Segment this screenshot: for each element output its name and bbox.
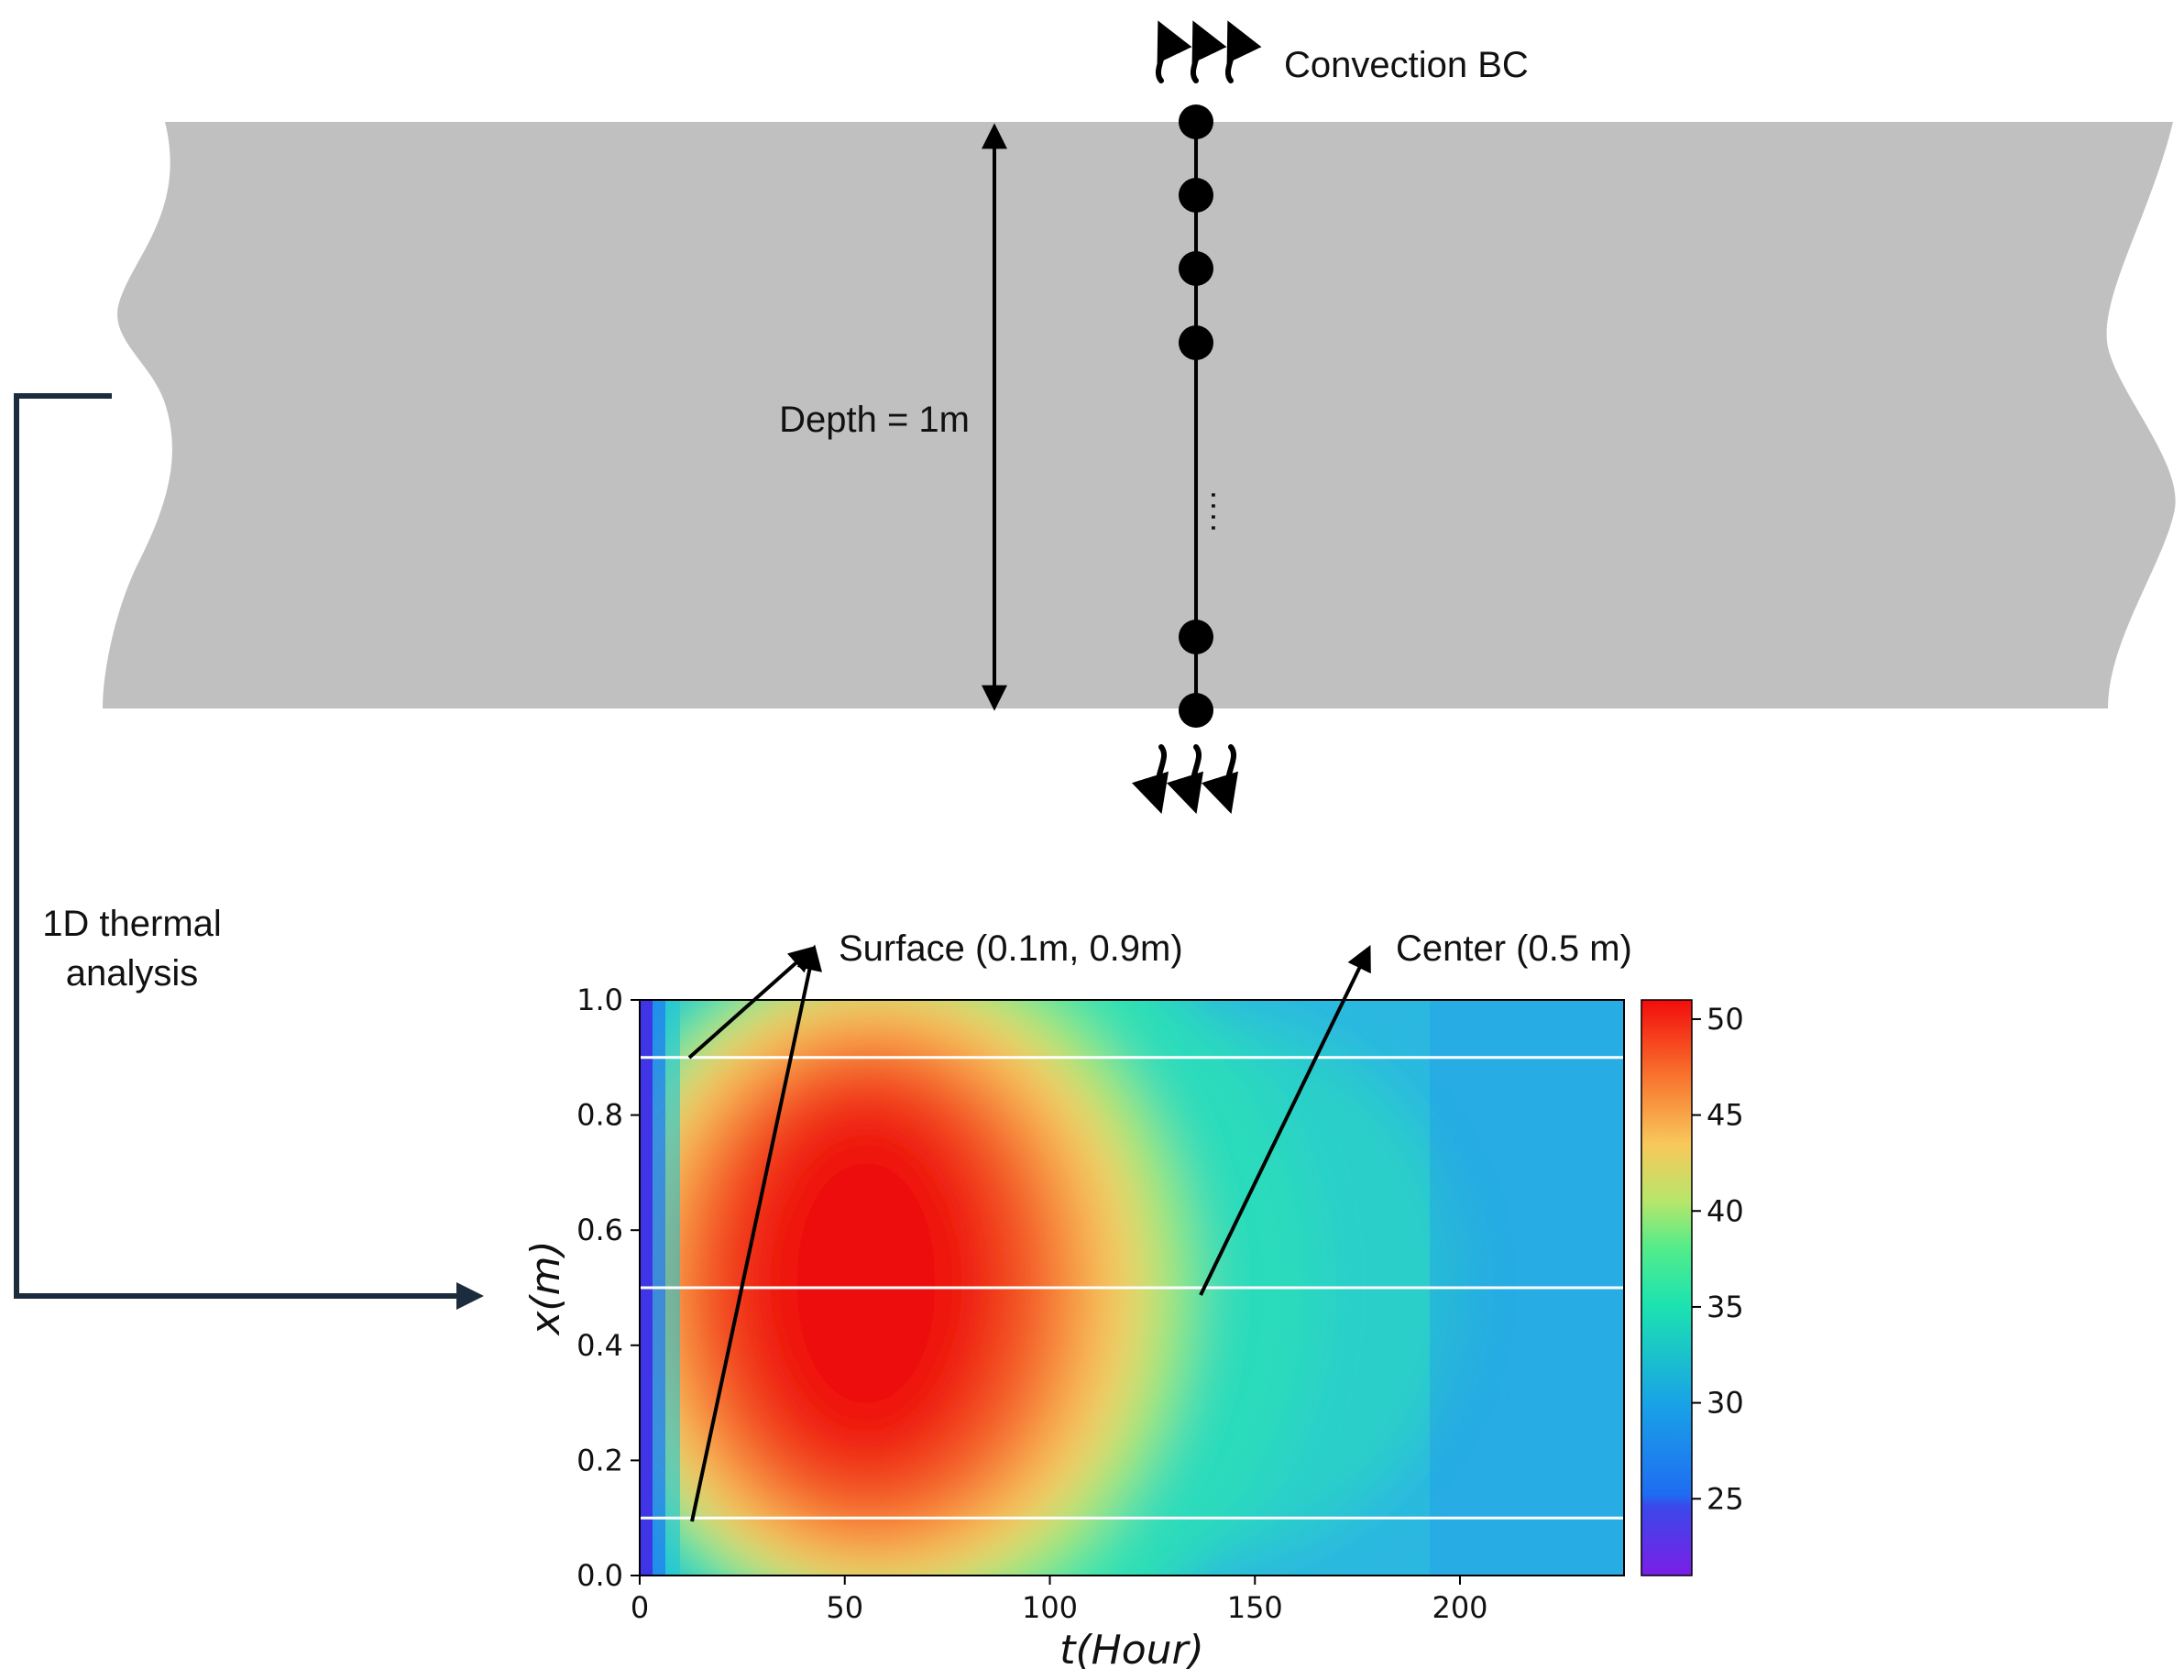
- y-tick-label: 0.0: [576, 1558, 623, 1593]
- nodes: [1179, 104, 1213, 728]
- colorbar-tick-label: 35: [1707, 1290, 1744, 1324]
- depth-label: Depth = 1m: [779, 400, 970, 440]
- colorbar-tick-label: 40: [1707, 1193, 1744, 1228]
- slab: [103, 122, 2176, 708]
- colorbar-tick-label: 45: [1707, 1098, 1744, 1133]
- heat-flux-down-icon: [1131, 744, 1239, 815]
- colorbar-tick-label: 25: [1707, 1481, 1744, 1516]
- x-tick-label: 150: [1227, 1590, 1283, 1625]
- node: [1179, 251, 1213, 286]
- node-ellipsis: ....: [1204, 490, 1242, 534]
- node: [1179, 693, 1213, 728]
- colorbar: [1641, 999, 1693, 1576]
- reference-lines: [640, 1056, 1624, 1520]
- node: [1179, 178, 1213, 213]
- x-tick-label: 0: [631, 1590, 649, 1625]
- y-tick-label: 0.4: [576, 1328, 623, 1363]
- heat-flux-up-icon: [1155, 20, 1262, 83]
- plot-frame: [639, 999, 1625, 1576]
- x-axis-label: t(Hour): [1059, 1627, 1204, 1674]
- y-tick-label: 0.2: [576, 1443, 623, 1477]
- heatmap: [640, 1000, 1624, 1576]
- annotation-arrows: [687, 944, 1371, 1522]
- x-tick-label: 200: [1432, 1590, 1487, 1625]
- analysis-label-line1: 1D thermal: [42, 904, 222, 944]
- colorbar-ticks: 25 30 35 40 45 50: [1692, 1002, 1744, 1516]
- center-label: Center (0.5 m): [1396, 928, 1632, 969]
- analysis-label-line2: analysis: [66, 953, 199, 994]
- x-tick-label: 100: [1022, 1590, 1078, 1625]
- y-axis-label: x(m): [522, 1240, 569, 1336]
- node: [1179, 104, 1213, 139]
- x-axis-ticks: 0 50 100 150 200: [631, 1576, 1488, 1625]
- connector-bracket: [14, 393, 484, 1310]
- node: [1179, 620, 1213, 654]
- convection-label: Convection BC: [1284, 45, 1529, 85]
- y-tick-label: 0.6: [576, 1213, 623, 1247]
- surface-label: Surface (0.1m, 0.9m): [839, 928, 1183, 969]
- y-axis-ticks: 0.0 0.2 0.4 0.6 0.8 1.0: [576, 983, 640, 1593]
- colorbar-tick-label: 50: [1707, 1002, 1744, 1037]
- x-tick-label: 50: [826, 1590, 863, 1625]
- y-tick-label: 1.0: [576, 983, 623, 1017]
- node: [1179, 325, 1213, 360]
- y-tick-label: 0.8: [576, 1098, 623, 1133]
- colorbar-tick-label: 30: [1707, 1386, 1744, 1421]
